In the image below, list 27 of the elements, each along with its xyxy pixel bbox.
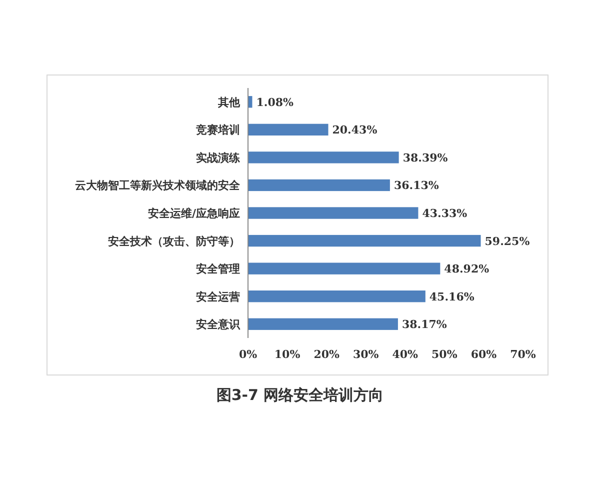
y-tick-label: 安全运营 xyxy=(196,290,240,304)
y-tick-label: 安全运维/应急响应 xyxy=(148,207,240,220)
y-tick-label: 其他 xyxy=(217,96,241,109)
data-label: 38.17% xyxy=(402,318,448,332)
x-tick-label: 60% xyxy=(470,348,498,361)
data-label: 38.39% xyxy=(402,151,448,164)
data-label: 45.16% xyxy=(429,290,475,304)
data-label: 48.92% xyxy=(444,262,490,276)
data-label: 36.13% xyxy=(394,179,440,192)
y-tick-label: 实战演练 xyxy=(196,151,240,164)
x-tick-label: 70% xyxy=(510,348,536,361)
y-tick-label: 竞赛培训 xyxy=(195,124,240,137)
x-tick-label: 50% xyxy=(432,348,458,361)
y-tick-label: 安全管理 xyxy=(196,262,240,276)
data-label: 43.33% xyxy=(422,207,468,220)
x-tick-label: 30% xyxy=(352,348,380,361)
data-label: 59.25% xyxy=(484,234,530,248)
x-tick-label: 10% xyxy=(274,348,301,361)
data-label: 1.08% xyxy=(256,96,294,109)
text: 图3-7 网络安全培训方向 xyxy=(216,386,384,404)
data-label: 20.43% xyxy=(332,124,378,137)
x-tick-label: 20% xyxy=(314,348,340,361)
y-tick-label: 云大物智工等新兴技术领域的安全 xyxy=(75,179,241,192)
x-tick-label: 0% xyxy=(238,348,258,361)
y-tick-label: 安全技术（攻击、防守等） xyxy=(108,234,240,248)
x-tick-label: 40% xyxy=(392,348,419,361)
y-tick-label: 安全意识 xyxy=(196,318,241,332)
